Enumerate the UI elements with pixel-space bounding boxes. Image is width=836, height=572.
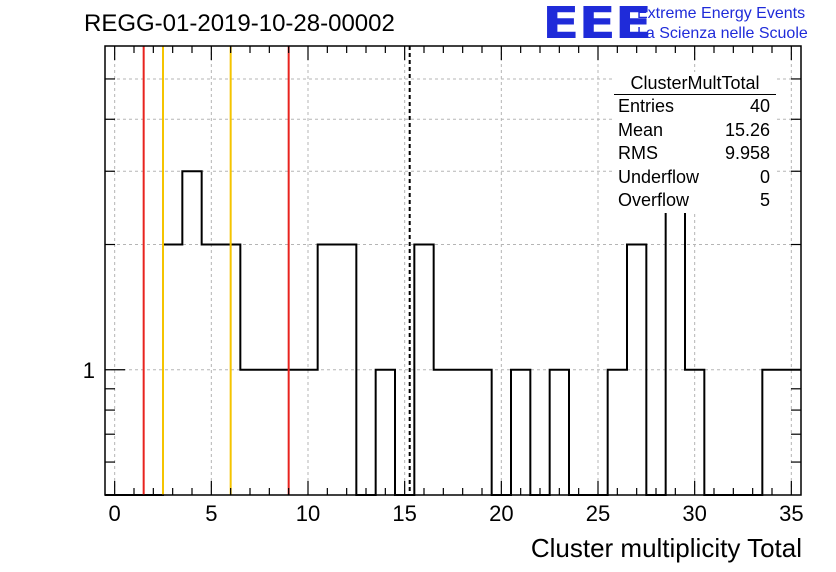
stats-label: Underflow [618, 166, 700, 187]
histogram-bin [511, 370, 530, 495]
histogram-bin [298, 370, 317, 495]
logo-caption: Extreme Energy Events La Scienza nelle S… [637, 4, 808, 44]
y-tick-label: 1 [83, 358, 95, 383]
stats-label: RMS [618, 143, 658, 163]
histogram-bin [762, 370, 781, 495]
stats-title: ClusterMultTotal [614, 72, 776, 95]
x-tick-label: 35 [779, 501, 803, 526]
histogram-bin [666, 171, 685, 495]
histogram-bin [376, 370, 395, 495]
stats-value: 40 [749, 96, 770, 116]
logo-caption-line2: La Scienza nelle Scuole [637, 25, 808, 42]
eee-logo: EEE [542, 0, 652, 49]
histogram-bin [318, 245, 337, 495]
stats-label: Entries [618, 96, 675, 116]
plot-frame [104, 45, 802, 496]
x-axis-label: Cluster multiplicity Total [530, 533, 802, 563]
x-tick-label: 30 [682, 501, 706, 526]
plot-title: REGG-01-2019-10-28-00002 [84, 10, 395, 37]
stats-label: Mean [618, 119, 664, 140]
x-tick-label: 0 [109, 501, 121, 526]
histogram-bin [453, 370, 472, 495]
stats-row-overflow: Overflow 5 [614, 189, 776, 213]
logo-caption-line1: Extreme Energy Events [637, 5, 806, 22]
histogram-bin [472, 370, 491, 495]
histogram-bin [550, 370, 569, 495]
stats-value: 15.26 [724, 119, 770, 140]
stats-value: 5 [759, 190, 770, 210]
histogram-bin [434, 370, 453, 495]
histogram-bin [337, 245, 356, 495]
stats-box: ClusterMultTotal Entries 40 Mean 15.26 R… [614, 72, 776, 213]
histogram-bin [163, 245, 182, 495]
stats-row-entries: Entries 40 [614, 95, 776, 119]
histogram-bin [627, 245, 646, 495]
stats-value: 0 [759, 166, 770, 187]
histogram-bin [260, 370, 279, 495]
stats-row-rms: RMS 9.958 [614, 142, 776, 166]
x-tick-label: 25 [586, 501, 610, 526]
histogram-bin [202, 245, 221, 495]
histogram-bin [685, 370, 704, 495]
x-tick-label: 20 [489, 501, 513, 526]
stats-label: Overflow [618, 190, 690, 210]
histogram-bin [608, 370, 627, 495]
x-tick-label: 5 [205, 501, 217, 526]
histogram-bin [240, 370, 259, 495]
stats-value: 9.958 [724, 143, 770, 163]
x-tick-label: 15 [392, 501, 416, 526]
stats-row-underflow: Underflow 0 [614, 166, 776, 190]
histogram-bin [414, 245, 433, 495]
stats-row-mean: Mean 15.26 [614, 119, 776, 143]
histogram-bin [182, 171, 201, 495]
x-tick-label: 10 [296, 501, 320, 526]
